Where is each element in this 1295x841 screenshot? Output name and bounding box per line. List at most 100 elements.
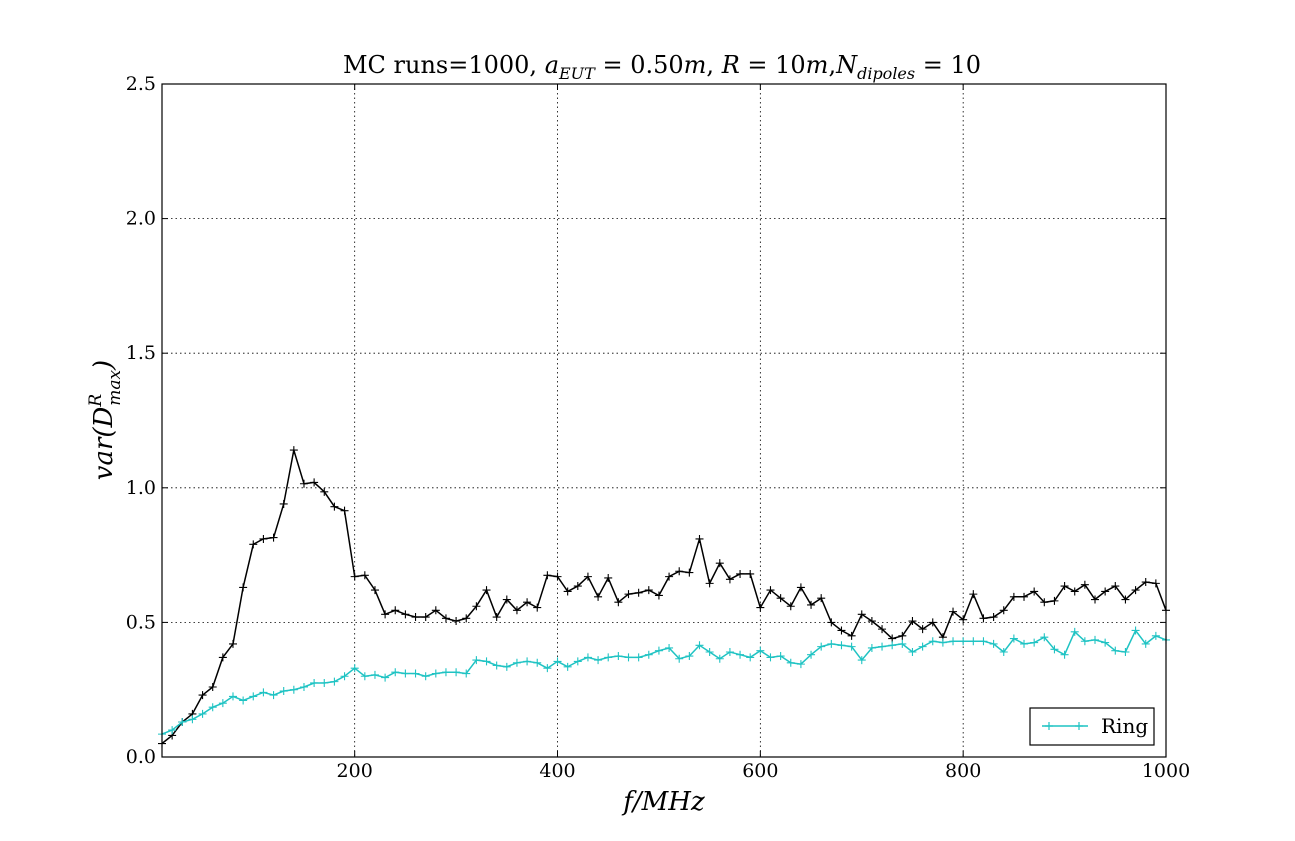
- data-point-marker: [1080, 637, 1089, 646]
- data-point-marker: [1121, 648, 1130, 657]
- data-point-marker: [867, 617, 876, 626]
- data-point-marker: [310, 478, 319, 487]
- data-point-marker: [644, 586, 653, 595]
- data-point-marker: [908, 617, 917, 626]
- data-point-marker: [228, 692, 237, 701]
- data-point-marker: [786, 602, 795, 611]
- data-point-marker: [452, 617, 461, 626]
- data-point-marker: [1009, 634, 1018, 643]
- data-point-marker: [269, 533, 278, 542]
- data-point-marker: [665, 643, 674, 652]
- data-point-marker: [218, 699, 227, 708]
- data-point-marker: [421, 613, 430, 622]
- data-point-marker: [1141, 639, 1150, 648]
- data-point-marker: [746, 653, 755, 662]
- data-point-marker: [685, 652, 694, 661]
- data-point-marker: [766, 586, 775, 595]
- data-point-marker: [746, 569, 755, 578]
- data-point-marker: [218, 653, 227, 662]
- y-label-d: D: [89, 406, 119, 428]
- x-tick-label: 400: [539, 760, 575, 782]
- data-point-marker: [888, 641, 897, 650]
- data-point-marker: [867, 643, 876, 652]
- title-n-val: = 10: [915, 51, 981, 79]
- data-point-marker: [350, 664, 359, 673]
- data-point-marker: [441, 614, 450, 623]
- data-point-marker: [310, 678, 319, 687]
- data-point-marker: [959, 637, 968, 646]
- data-point-marker: [492, 613, 501, 622]
- data-point-marker: [472, 656, 481, 665]
- data-point-marker: [847, 631, 856, 640]
- data-point-marker: [512, 658, 521, 667]
- data-point-marker: [928, 618, 937, 627]
- data-point-marker: [1091, 595, 1100, 604]
- data-point-marker: [198, 691, 207, 700]
- y-label-sub: max: [105, 370, 125, 406]
- title-a: a: [545, 51, 559, 79]
- data-point-marker: [624, 653, 633, 662]
- data-point-marker: [1080, 580, 1089, 589]
- data-point-marker: [401, 610, 410, 619]
- data-point-marker: [1141, 578, 1150, 587]
- data-point-marker: [786, 658, 795, 667]
- data-point-marker: [1131, 586, 1140, 595]
- data-point-marker: [239, 583, 248, 592]
- data-point-marker: [898, 639, 907, 648]
- data-point-marker: [188, 715, 197, 724]
- data-point-marker: [796, 660, 805, 669]
- legend-ring-label: Ring: [1101, 714, 1148, 738]
- data-point-marker: [502, 662, 511, 671]
- data-point-marker: [340, 506, 349, 515]
- series-line-ring: [161, 629, 1167, 735]
- data-point-marker: [543, 664, 552, 673]
- data-point-marker: [725, 648, 734, 657]
- data-point-marker: [299, 683, 308, 692]
- data-point-marker: [573, 657, 582, 666]
- data-point-marker: [401, 669, 410, 678]
- data-point-marker: [675, 567, 684, 576]
- y-tick-label: 2.0: [126, 208, 156, 230]
- data-point-marker: [857, 610, 866, 619]
- data-point-marker: [989, 613, 998, 622]
- data-point-marker: [1040, 598, 1049, 607]
- y-tick-label: 0.0: [126, 746, 156, 768]
- data-point-marker: [634, 653, 643, 662]
- title-prefix: MC runs=1000,: [343, 51, 545, 79]
- data-point-marker: [1060, 650, 1069, 659]
- data-point-marker: [1060, 582, 1069, 591]
- data-point-marker: [523, 598, 532, 607]
- data-point-marker: [949, 607, 958, 616]
- data-point-marker: [594, 592, 603, 601]
- data-point-marker: [695, 641, 704, 650]
- data-point-marker: [543, 571, 552, 580]
- data-point-marker: [441, 668, 450, 677]
- data-point-marker: [644, 650, 653, 659]
- data-point-marker: [370, 670, 379, 679]
- data-point-marker: [259, 688, 268, 697]
- data-point-marker: [807, 600, 816, 609]
- y-label-close: ): [89, 360, 119, 371]
- legend-ring-marker: [1045, 722, 1083, 730]
- series-line-black: [161, 449, 1167, 745]
- data-point-marker: [888, 634, 897, 643]
- data-point-marker: [431, 606, 440, 615]
- data-point-marker: [462, 614, 471, 623]
- data-point-marker: [756, 603, 765, 612]
- data-point-marker: [807, 650, 816, 659]
- x-tick-label: 600: [742, 760, 778, 782]
- data-point-marker: [553, 657, 562, 666]
- data-point-marker: [928, 637, 937, 646]
- data-point-marker: [1050, 645, 1059, 654]
- data-point-marker: [604, 653, 613, 662]
- data-point-marker: [878, 642, 887, 651]
- data-point-marker: [279, 499, 288, 508]
- title-n-sub: dipoles: [857, 64, 915, 83]
- series-layer: [158, 446, 1170, 748]
- data-point-marker: [462, 669, 471, 678]
- legend: Ring: [1029, 707, 1155, 746]
- data-point-marker: [776, 594, 785, 603]
- data-point-marker: [1050, 596, 1059, 605]
- data-point-marker: [391, 668, 400, 677]
- title-a-val: = 0.50: [595, 51, 684, 79]
